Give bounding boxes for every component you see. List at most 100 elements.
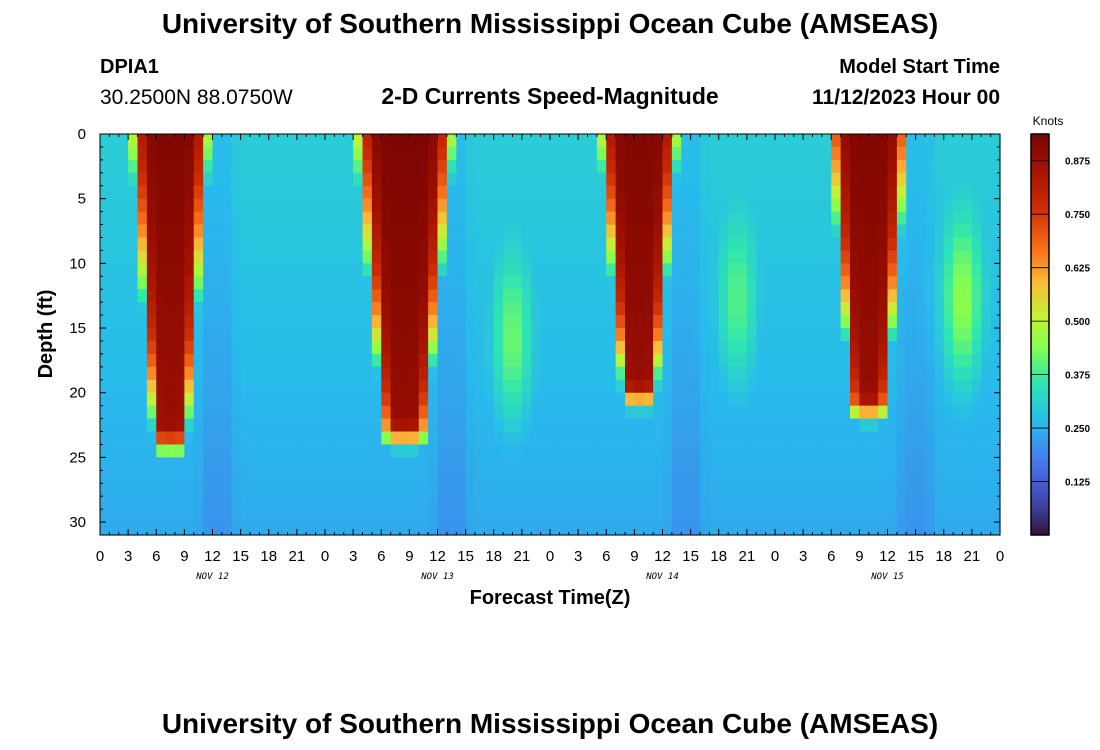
heatmap-cell: [175, 263, 185, 277]
heatmap-cell: [465, 470, 476, 484]
heatmap-cell: [540, 276, 551, 290]
heatmap-cell: [971, 198, 982, 213]
heatmap-cell: [353, 392, 364, 407]
heatmap-cell: [550, 353, 560, 368]
heatmap-cell: [165, 483, 176, 497]
heatmap-cell: [981, 185, 992, 200]
heatmap-cell: [887, 159, 898, 174]
heatmap-cell: [484, 392, 495, 407]
heatmap-cell: [465, 302, 476, 316]
heatmap-cell: [906, 483, 917, 497]
heatmap-cell: [390, 509, 401, 523]
heatmap-cell: [859, 134, 870, 148]
heatmap-cell: [371, 263, 382, 277]
heatmap-cell: [737, 483, 748, 497]
heatmap-cell: [409, 134, 420, 148]
heatmap-cell: [231, 483, 242, 497]
heatmap-cell: [493, 483, 504, 497]
heatmap-cell: [962, 405, 973, 420]
heatmap-cell: [325, 250, 335, 264]
heatmap-cell: [550, 457, 560, 471]
heatmap-cell: [400, 457, 410, 471]
heatmap-cell: [775, 276, 785, 290]
heatmap-cell: [146, 159, 157, 174]
heatmap-cell: [118, 263, 129, 277]
heatmap-cell: [700, 198, 710, 213]
heatmap-cell: [568, 211, 579, 226]
heatmap-cell: [981, 146, 992, 161]
heatmap-cell: [250, 353, 260, 368]
heatmap-cell: [128, 250, 139, 264]
heatmap-cell: [775, 237, 785, 252]
heatmap-cell: [765, 172, 776, 187]
heatmap-cell: [915, 522, 926, 536]
heatmap-cell: [268, 134, 279, 148]
heatmap-cell: [100, 483, 110, 497]
heatmap-cell: [456, 159, 467, 174]
heatmap-cell: [606, 172, 617, 187]
heatmap-cell: [653, 353, 664, 368]
heatmap-cell: [596, 522, 607, 536]
heatmap-cell: [165, 289, 176, 303]
heatmap-cell: [718, 224, 729, 239]
heatmap-cell: [662, 418, 673, 433]
heatmap-cell: [962, 263, 973, 277]
heatmap-cell: [259, 457, 270, 471]
heatmap-cell: [400, 405, 410, 420]
heatmap-cell: [146, 276, 157, 290]
heatmap-cell: [325, 457, 335, 471]
heatmap-cell: [409, 302, 420, 316]
heatmap-cell: [109, 211, 120, 226]
heatmap-cell: [568, 172, 579, 187]
heatmap-cell: [484, 159, 495, 174]
heatmap-cell: [315, 315, 326, 329]
heatmap-cell: [146, 211, 157, 226]
heatmap-cell: [203, 159, 214, 174]
heatmap-cell: [925, 250, 935, 264]
heatmap-cell: [418, 444, 429, 458]
heatmap-cell: [437, 134, 448, 148]
heatmap-cell: [550, 431, 560, 446]
heatmap-cell: [503, 405, 514, 420]
heatmap-cell: [587, 509, 598, 523]
heatmap-cell: [868, 522, 879, 536]
heatmap-cell: [343, 315, 354, 329]
heatmap-cell: [296, 315, 307, 329]
heatmap-cell: [578, 353, 589, 368]
heatmap-cell: [756, 146, 767, 161]
heatmap-cell: [493, 431, 504, 446]
heatmap-cell: [953, 418, 964, 433]
heatmap-cell: [784, 379, 795, 394]
heatmap-cell: [868, 237, 879, 252]
heatmap-cell: [671, 134, 682, 148]
heatmap-cell: [268, 483, 279, 497]
heatmap-cell: [109, 146, 120, 161]
heatmap-cell: [540, 366, 551, 381]
heatmap-cell: [803, 250, 814, 264]
x-tick-label: 15: [682, 548, 699, 565]
heatmap-cell: [278, 483, 289, 497]
heatmap-cell: [315, 392, 326, 407]
heatmap-cell: [446, 134, 457, 148]
heatmap-cell: [512, 185, 523, 200]
heatmap-cell: [559, 224, 570, 239]
heatmap-cell: [156, 224, 167, 239]
heatmap-cell: [493, 496, 504, 510]
heatmap-cell: [221, 250, 232, 264]
heatmap-cell: [371, 328, 382, 342]
heatmap-cell: [334, 431, 345, 446]
heatmap-cell: [315, 146, 326, 161]
heatmap-cell: [615, 483, 626, 497]
heatmap-cell: [868, 444, 879, 458]
heatmap-cell: [578, 405, 589, 420]
heatmap-cell: [409, 405, 420, 420]
heatmap-cell: [840, 340, 851, 355]
heatmap-cell: [484, 405, 495, 420]
heatmap-cell: [175, 185, 185, 200]
y-tick-label: 20: [69, 385, 86, 402]
heatmap-cell: [118, 315, 129, 329]
heatmap-cell: [353, 340, 364, 355]
heatmap-cell: [287, 392, 298, 407]
heatmap-cell: [212, 289, 223, 303]
heatmap-cell: [100, 405, 110, 420]
